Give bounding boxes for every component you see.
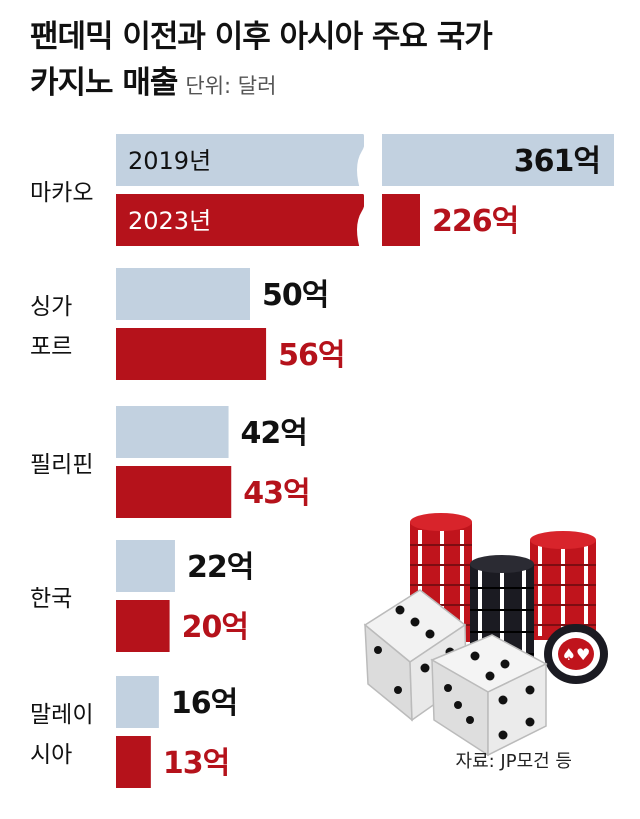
category-label: 마카오 <box>30 180 93 206</box>
series-name-label: 2019년 <box>128 147 211 175</box>
value-label: 42억 <box>241 416 307 451</box>
value-label: 50억 <box>262 278 328 313</box>
bar-2023 <box>116 600 170 652</box>
category-label: 필리핀 <box>30 452 93 478</box>
category-label: 포르 <box>30 334 72 360</box>
source-note: 자료: JP모건 등 <box>455 751 572 772</box>
title-line-1: 팬데믹 이전과 이후 아시아 주요 국가 <box>30 19 493 55</box>
axis-break-mark <box>357 125 375 194</box>
value-label: 16억 <box>171 686 237 721</box>
series-name-label: 2023년 <box>128 207 211 235</box>
category-label: 싱가 <box>30 294 72 320</box>
value-label: 226억 <box>432 204 518 239</box>
unit-label: 단위: 달러 <box>185 74 277 98</box>
value-label: 43억 <box>243 476 309 511</box>
bar-2023 <box>116 194 364 246</box>
bar-2019-continued <box>382 134 614 186</box>
category-label: 말레이 <box>30 702 93 728</box>
value-label: 22억 <box>187 550 253 585</box>
bar-2023 <box>116 328 267 380</box>
axis-break-mark <box>357 185 375 254</box>
chart-title: 팬데믹 이전과 이후 아시아 주요 국가 카지노 매출 단위: 달러 <box>30 14 630 109</box>
bar-2019 <box>116 134 364 186</box>
category-label: 한국 <box>30 586 72 612</box>
bar-2019 <box>116 406 229 458</box>
bar-2023 <box>116 736 151 788</box>
value-label: 20억 <box>182 610 248 645</box>
bar-2019 <box>116 268 250 320</box>
value-label: 13억 <box>163 746 229 781</box>
category-label: 시아 <box>30 742 72 768</box>
value-label: 56억 <box>278 338 344 373</box>
bar-2019 <box>116 540 175 592</box>
title-line-2: 카지노 매출 <box>30 65 178 101</box>
value-label: 361억 <box>514 144 600 179</box>
bar-2019 <box>116 676 159 728</box>
bar-2023 <box>116 466 232 518</box>
bar-2023-continued <box>382 194 420 246</box>
